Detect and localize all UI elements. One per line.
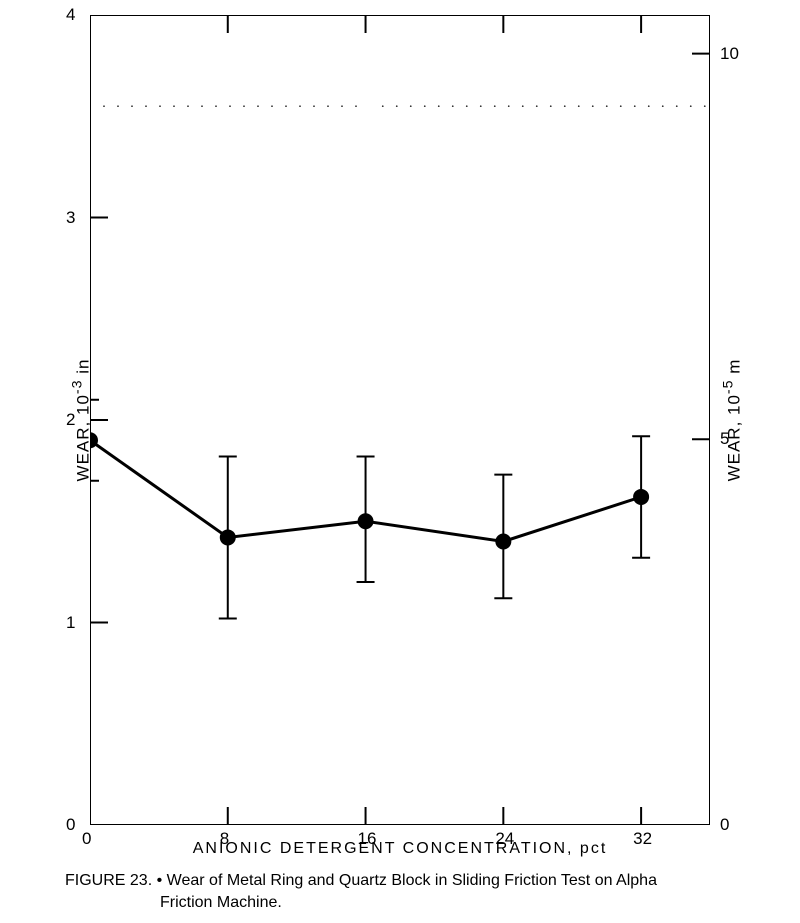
y-left-tick-label: 0 (66, 815, 75, 835)
x-tick-label: 8 (220, 829, 229, 849)
caption-text-line2: Friction Machine. (65, 894, 282, 911)
caption-prefix: FIGURE 23. (65, 872, 152, 889)
y-left-tick-label: 4 (66, 5, 75, 25)
bullet-icon: • (157, 872, 163, 889)
y-right-tick-label: 0 (720, 815, 729, 835)
figure-caption: FIGURE 23. • Wear of Metal Ring and Quar… (65, 870, 765, 913)
y-left-tick-label: 3 (66, 208, 75, 228)
x-axis-label: ANIONIC DETERGENT CONCENTRATION, pct (90, 840, 710, 858)
y-left-tick-label: 2 (66, 410, 75, 430)
y-right-tick-label: 10 (720, 44, 739, 64)
y-right-tick-label: 5 (720, 429, 729, 449)
chart-svg (90, 15, 710, 825)
plot-area (90, 15, 710, 825)
caption-text-line1: Wear of Metal Ring and Quartz Block in S… (167, 872, 657, 889)
x-tick-label: 24 (495, 829, 514, 849)
y-left-tick-label: 1 (66, 613, 75, 633)
page-root: WEAR, 10-3 in WEAR, 10-5 m ANIONIC DETER… (0, 0, 800, 923)
x-tick-label: 0 (82, 829, 91, 849)
y-right-axis-label: WEAR, 10-5 m (721, 359, 745, 482)
x-tick-label: 32 (633, 829, 652, 849)
x-tick-label: 16 (358, 829, 377, 849)
